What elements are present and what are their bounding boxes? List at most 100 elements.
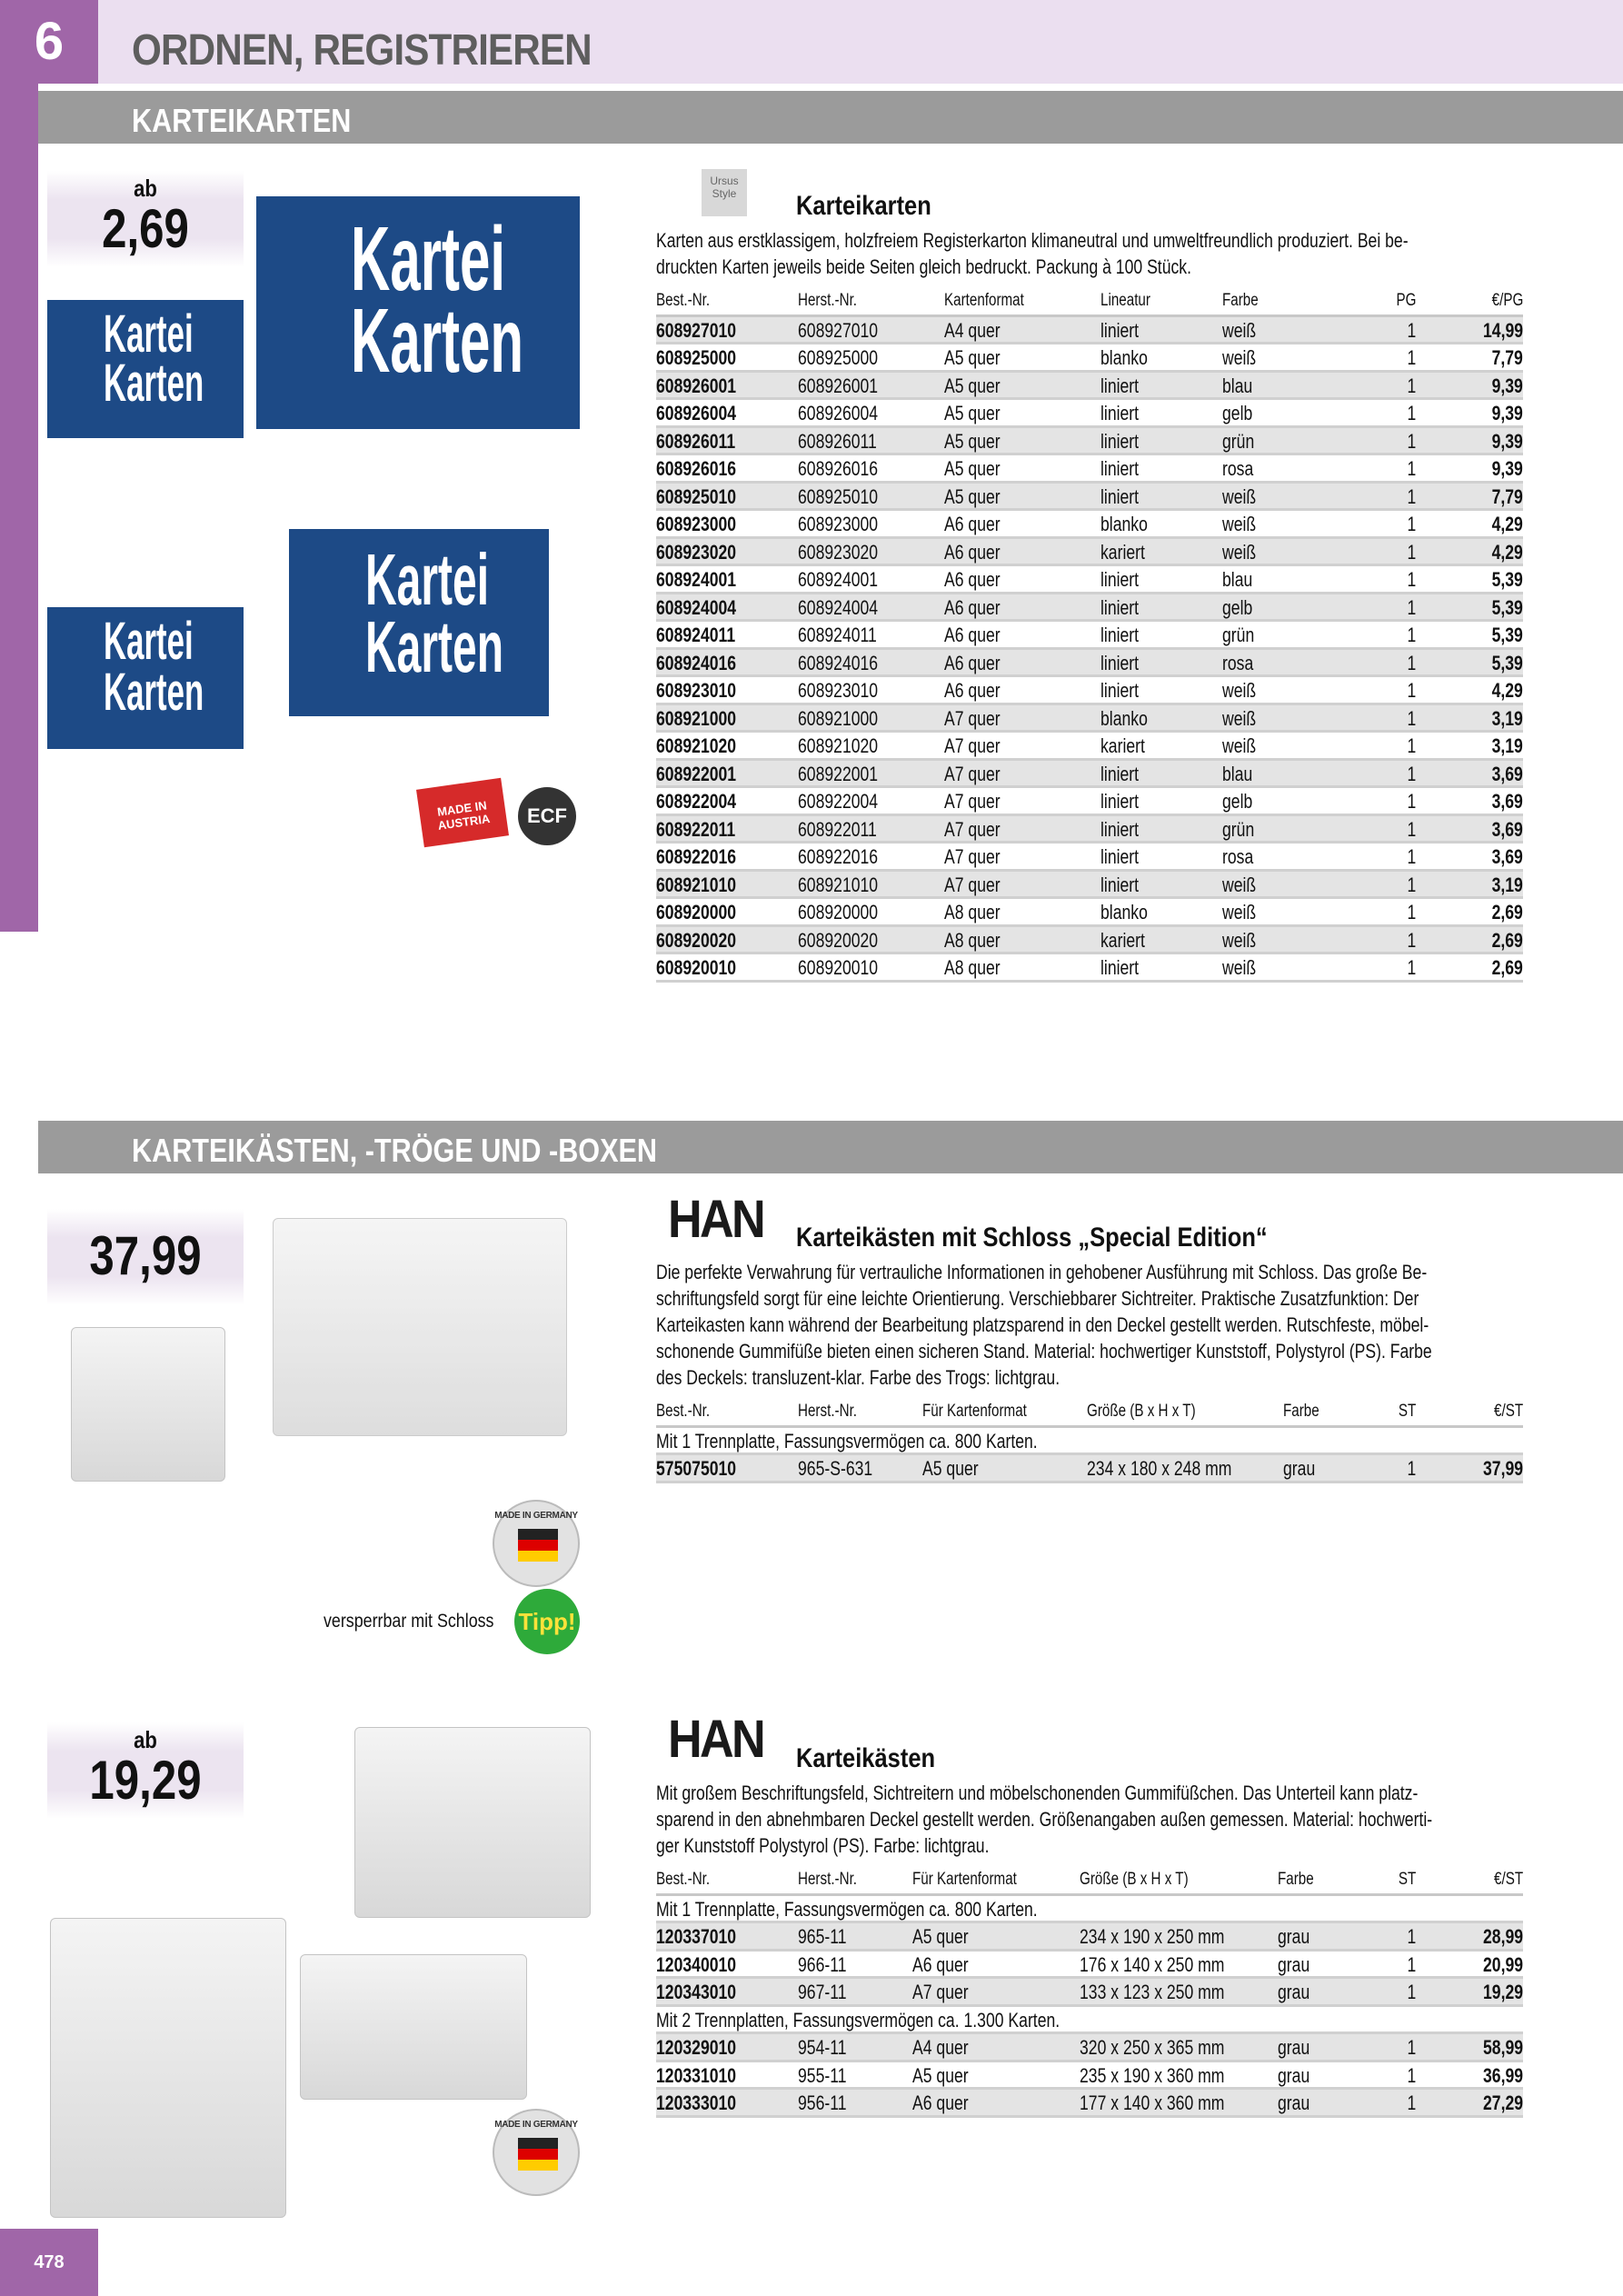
table-cell: 20,99	[1482, 1952, 1523, 1976]
table-cell: 608921000	[656, 706, 737, 730]
description-line: Die perfekte Verwahrung für vertrauliche…	[656, 1261, 1428, 1283]
table-cell: blau	[1222, 568, 1253, 591]
table-cell: 2,69	[1491, 901, 1523, 923]
made-in-austria-badge: MADE IN AUSTRIA	[416, 777, 509, 848]
table-cell: 19,29	[1482, 1981, 1523, 2003]
table-cell: 3,19	[1491, 734, 1523, 757]
table-cell: 608921010	[798, 873, 879, 896]
column-header: Für Kartenformat	[922, 1402, 1027, 1421]
table-cell: liniert	[1100, 679, 1140, 702]
table-cell: 120343010	[656, 1981, 737, 2003]
table-row: 608921020 608921020 A7 quer kariert weiß 1 3,1…	[656, 733, 1523, 761]
table-cell: 608922004	[798, 790, 879, 813]
ecf-badge: ECF	[518, 787, 576, 845]
column-header: Herst.-Nr.	[798, 291, 858, 310]
table-cell: 7,79	[1491, 346, 1523, 369]
table-cell: A6 quer	[944, 679, 1001, 702]
table-cell: 235 x 190 x 360 mm	[1080, 2063, 1225, 2087]
made-in-germany-text: MADE IN GERMANY	[494, 1511, 578, 1521]
table-cell: 1	[1407, 2063, 1416, 2087]
page-number: 478	[0, 2229, 98, 2296]
column-header: Kartenformat	[944, 291, 1024, 310]
table-cell: A7 quer	[912, 1981, 969, 2003]
tip-caption: versperrbar mit Schloss	[324, 1611, 494, 1632]
table-cell: 608920010	[798, 956, 879, 979]
table-cell: 608920020	[656, 928, 737, 952]
table-cell: 320 x 250 x 365 mm	[1080, 2036, 1225, 2059]
table-cell: A7 quer	[944, 734, 1001, 757]
table-cell: 1	[1407, 540, 1416, 564]
table-row: 608923020 608923020 A6 quer kariert weiß 1 4,2…	[656, 538, 1523, 566]
table-cell: 3,19	[1491, 706, 1523, 730]
description-line: Mit großem Beschriftungsfeld, Sichtreite…	[656, 1782, 1419, 1804]
table-cell: 608927010	[798, 318, 879, 342]
table-cell: liniert	[1100, 845, 1140, 868]
table-cell: 9,39	[1491, 374, 1523, 397]
table-cell: 956-11	[798, 2091, 847, 2114]
table-cell: grün	[1222, 624, 1255, 646]
table-cell: 608921020	[656, 734, 737, 757]
section-title: KARTEIKARTEN	[132, 102, 352, 139]
group-label: Mit 2 Trennplatten, Fassungsvermögen ca.…	[656, 2007, 1523, 2034]
table-row: 120333010 956-11 A6 quer 177 x 140 x 360 mm…	[656, 2090, 1523, 2118]
table-cell: 967-11	[798, 1981, 847, 2003]
table-cell: 5,39	[1491, 595, 1523, 619]
group-label-text: Mit 2 Trennplatten, Fassungsvermögen ca.…	[656, 2008, 1060, 2031]
table-cell: blau	[1222, 374, 1253, 397]
table-cell: weiß	[1222, 346, 1257, 369]
product-title: Karteikästen	[796, 1743, 936, 1773]
table-cell: 37,99	[1482, 1457, 1523, 1480]
price-prefix: ab	[134, 1726, 157, 1753]
table-row: 608920000 608920000 A8 quer blanko weiß 1 2,69	[656, 899, 1523, 927]
column-header: ST	[1398, 1870, 1416, 1889]
table-cell: liniert	[1100, 873, 1140, 896]
table-row: 608925000 608925000 A5 quer blanko weiß 1 7,79	[656, 344, 1523, 373]
column-header: Für Kartenformat	[912, 1870, 1017, 1889]
tip-badge: Tipp!	[514, 1589, 580, 1654]
column-header: Größe (B x H x T)	[1080, 1870, 1189, 1889]
table-cell: 2,69	[1491, 956, 1523, 979]
table-cell: weiß	[1222, 734, 1257, 757]
table-cell: weiß	[1222, 901, 1257, 923]
description-line: Karteikasten kann während der Bearbeitun…	[656, 1313, 1429, 1336]
table-cell: 608924011	[798, 624, 877, 646]
column-header: €/ST	[1493, 1402, 1523, 1421]
table-cell: 1	[1407, 457, 1416, 480]
table-cell: A6 quer	[944, 595, 1001, 619]
table-cell: rosa	[1222, 651, 1254, 674]
image-lettering: Kartei	[351, 208, 506, 310]
table-row: 608922016 608922016 A7 quer liniert rosa 1 3,6…	[656, 844, 1523, 872]
table-row: 608925010 608925010 A5 quer liniert weiß 1 7,7…	[656, 483, 1523, 511]
table-row: 608924004 608924004 A6 quer liniert gelb 1 5,3…	[656, 594, 1523, 622]
chapter-title: ORDNEN, REGISTRIEREN	[132, 26, 592, 75]
table-cell: 3,69	[1491, 790, 1523, 813]
table-cell: grau	[1283, 1457, 1316, 1480]
table-cell: A5 quer	[944, 484, 1001, 508]
column-header: Herst.-Nr.	[798, 1402, 858, 1421]
table-cell: 4,29	[1491, 513, 1523, 535]
brand-logo-ursus-style: Ursus Style	[702, 169, 747, 216]
table-cell: weiß	[1222, 706, 1257, 730]
table-cell: A6 quer	[944, 540, 1001, 564]
table-cell: liniert	[1100, 762, 1140, 785]
table-row: 608922011 608922011 A7 quer liniert grün 1 3,6…	[656, 815, 1523, 844]
price: 2,69	[102, 198, 189, 259]
table-cell: A5 quer	[944, 374, 1001, 397]
table-cell: blanko	[1100, 346, 1148, 369]
table-cell: 1	[1407, 318, 1416, 342]
table-cell: 234 x 190 x 250 mm	[1080, 1925, 1225, 1948]
table-cell: 608921020	[798, 734, 879, 757]
table-cell: weiß	[1222, 484, 1257, 508]
chapter-strip	[0, 84, 38, 932]
table-cell: 608924004	[798, 595, 879, 619]
table-cell: A7 quer	[944, 817, 1001, 841]
table-cell: 58,99	[1482, 2036, 1523, 2059]
product-image-box-lock	[273, 1218, 567, 1436]
table-cell: 1	[1407, 624, 1416, 646]
table-cell: 120329010	[656, 2036, 737, 2059]
table-cell: 608923020	[656, 540, 737, 564]
table-cell: 1	[1407, 513, 1416, 535]
table-cell: A5 quer	[944, 429, 1001, 453]
table-cell: grau	[1278, 1952, 1310, 1976]
product-table: Best.-Nr. Herst.-Nr. Kartenformat Lineatur F…	[656, 289, 1523, 983]
